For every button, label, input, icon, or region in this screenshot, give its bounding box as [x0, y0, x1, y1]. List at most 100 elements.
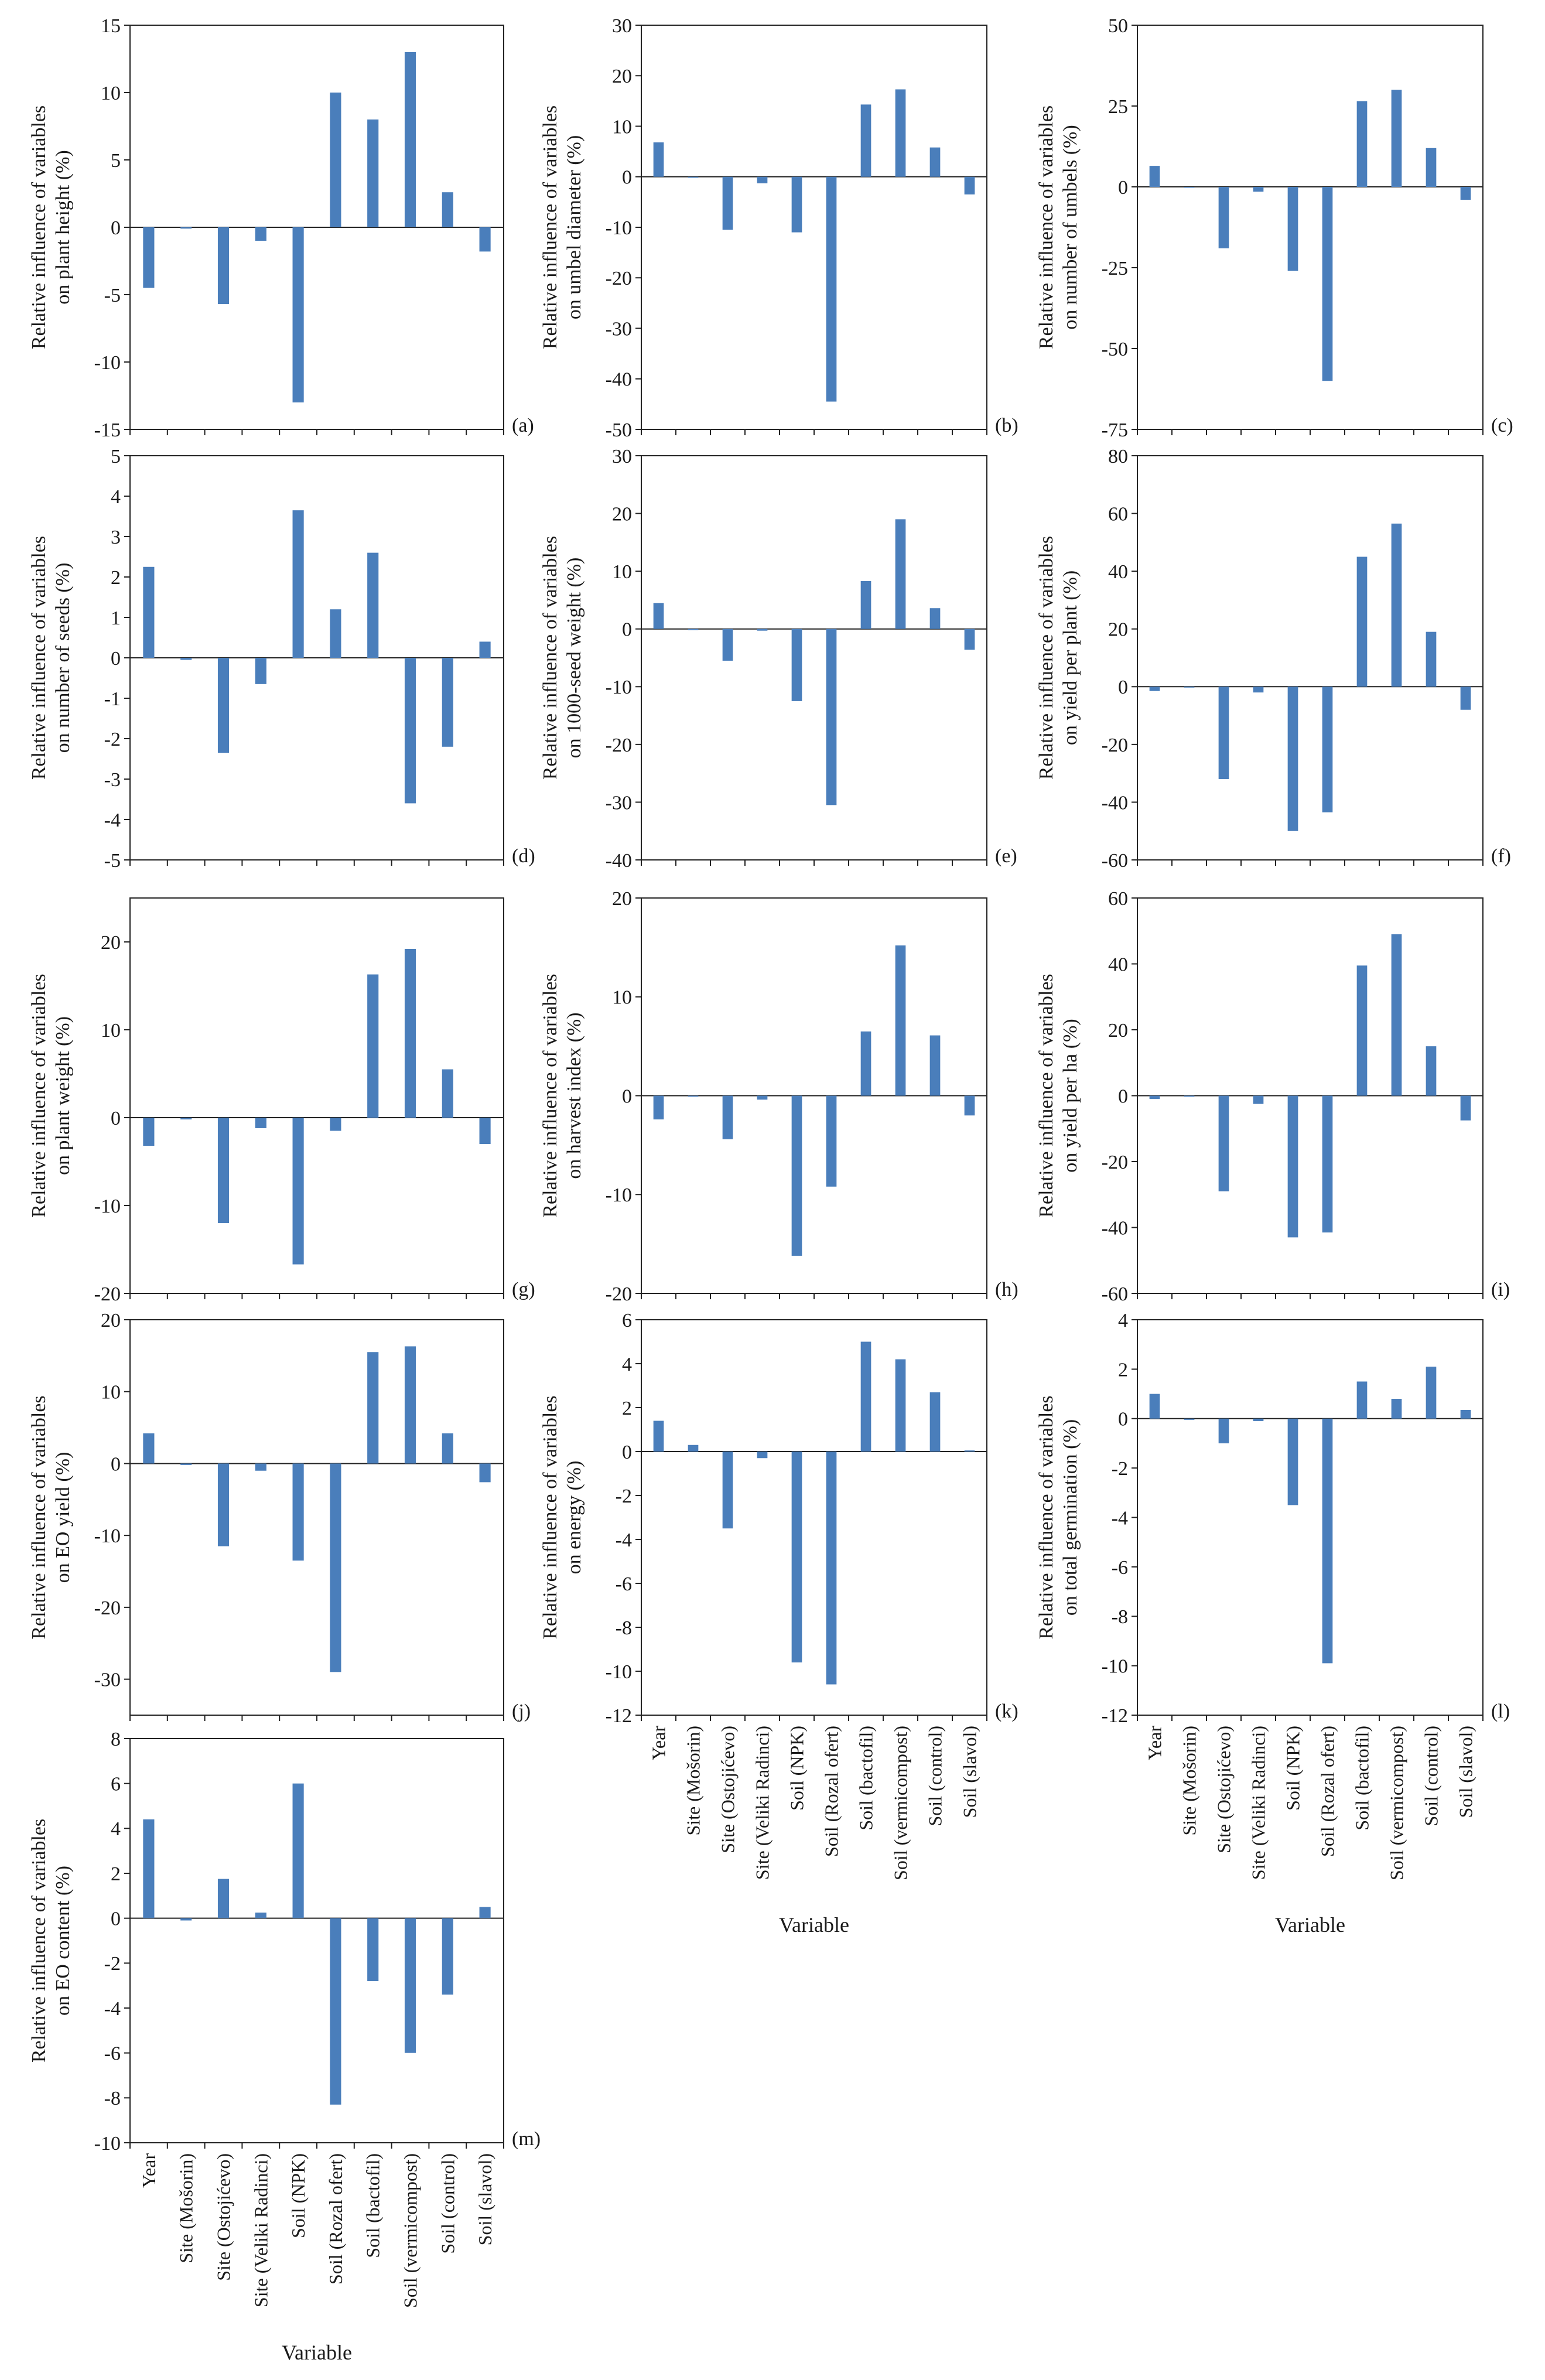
- y-tick-label: 0: [1118, 1085, 1128, 1107]
- bar-a-4: [255, 227, 266, 241]
- bar-c-5: [1287, 187, 1298, 271]
- y-tick-label: 0: [111, 648, 121, 670]
- bar-h-7: [860, 1031, 871, 1096]
- bar-b-7: [860, 104, 871, 177]
- y-tick-label: 10: [101, 1020, 121, 1042]
- bar-m-10: [479, 1907, 491, 1918]
- y-tick-label: 0: [622, 167, 632, 189]
- category-label: Soil (vermicompost): [1386, 1726, 1407, 1880]
- bar-i-2: [1184, 1095, 1195, 1097]
- bar-h-2: [688, 1095, 699, 1097]
- bar-d-8: [404, 658, 416, 804]
- category-label: Soil (bactofil): [363, 2153, 384, 2258]
- bar-i-5: [1287, 1095, 1298, 1238]
- category-label: Soil (vermicompost): [890, 1726, 911, 1880]
- y-tick-label: 0: [622, 619, 632, 641]
- category-label: Soil (control): [437, 2153, 458, 2254]
- bar-d-6: [330, 609, 341, 658]
- y-tick-label: -20: [94, 1283, 121, 1305]
- chart-panel-f: -60 -40 -20 0 20 40 60 80 Relative influence of …: [1035, 446, 1511, 872]
- y-tick-label: -10: [94, 1525, 121, 1547]
- panel-label: (b): [995, 415, 1018, 436]
- y-tick-label: 0: [1118, 677, 1128, 698]
- bar-f-2: [1184, 687, 1195, 688]
- y-tick-label: 5: [111, 150, 121, 172]
- y-tick-label: 0: [111, 1908, 121, 1930]
- bar-b-9: [929, 147, 941, 177]
- y-axis-label: Relative influence of variables on EO yie…: [28, 1395, 74, 1639]
- y-tick-label: 0: [622, 1085, 632, 1107]
- bar-c-3: [1218, 187, 1229, 248]
- y-tick-label: -4: [616, 1529, 632, 1551]
- bar-e-4: [757, 629, 768, 631]
- bar-j-9: [442, 1433, 453, 1464]
- y-tick-label: 30: [612, 15, 632, 37]
- y-tick-label: 0: [622, 1442, 632, 1463]
- x-axis-label: Variable: [1275, 1913, 1345, 1937]
- bar-d-9: [442, 658, 453, 747]
- category-label: Site (Mošorin): [176, 2153, 197, 2263]
- bar-h-10: [964, 1095, 975, 1116]
- y-axis-label: Relative influence of variables on 1000-s…: [539, 536, 585, 780]
- category-label: Soil (slavol): [959, 1726, 980, 1818]
- panel-label: (c): [1491, 415, 1513, 436]
- bar-a-7: [367, 119, 379, 227]
- y-tick-label: -20: [1102, 735, 1128, 756]
- chart-panel-b: -50 -40 -30 -20 -10 0 10 20 30 Relative influence…: [539, 15, 1018, 441]
- y-tick-label: -20: [606, 735, 632, 756]
- category-label: Soil (NPK): [787, 1726, 808, 1811]
- y-tick-label: -40: [1102, 1217, 1128, 1239]
- bar-h-9: [929, 1035, 941, 1096]
- bar-h-5: [791, 1095, 802, 1256]
- bar-l-6: [1322, 1418, 1333, 1664]
- bar-e-5: [791, 629, 802, 701]
- category-label: Site (Ostojićevo): [717, 1726, 739, 1853]
- bar-g-9: [442, 1069, 453, 1118]
- y-tick-label: -2: [104, 729, 121, 750]
- y-tick-label: -25: [1102, 258, 1128, 279]
- bar-k-6: [826, 1452, 837, 1685]
- bar-e-1: [653, 603, 664, 629]
- bar-l-9: [1426, 1367, 1437, 1419]
- bar-h-3: [722, 1095, 733, 1139]
- bar-a-6: [330, 93, 341, 227]
- y-axis-label: Relative influence of variables on number…: [1035, 105, 1081, 349]
- bar-a-9: [442, 192, 453, 227]
- bar-a-1: [143, 227, 155, 288]
- bar-f-8: [1391, 523, 1402, 687]
- bar-a-8: [404, 52, 416, 227]
- bar-i-1: [1149, 1095, 1160, 1099]
- y-tick-label: -12: [1102, 1705, 1128, 1727]
- bar-g-7: [367, 974, 379, 1118]
- category-label: Site (Veliki Radinci): [250, 2153, 271, 2307]
- category-label: Site (Mošorin): [1179, 1726, 1200, 1836]
- bar-f-1: [1149, 687, 1160, 691]
- bar-j-6: [330, 1463, 341, 1672]
- y-axis-label: Relative influence of variables on yield …: [1035, 536, 1081, 780]
- bar-b-8: [895, 89, 906, 177]
- category-label: Soil (Rozal ofert): [821, 1726, 842, 1857]
- chart-panel-h: -20 -10 0 10 20 Relative influence of variabl…: [539, 888, 1018, 1305]
- bar-l-8: [1391, 1399, 1402, 1419]
- y-tick-label: 4: [111, 486, 121, 508]
- y-tick-label: -40: [606, 369, 632, 391]
- y-tick-label: -2: [1112, 1458, 1128, 1480]
- y-tick-label: -10: [606, 1184, 632, 1206]
- y-tick-label: 10: [612, 987, 632, 1009]
- y-tick-label: -8: [104, 2088, 121, 2109]
- y-tick-label: 25: [1108, 96, 1128, 118]
- chart-panel-l: -12 -10 -8 -6 -4 -2 0 2 4 Relative influence of v…: [1035, 1310, 1510, 1937]
- category-label: Soil (NPK): [1283, 1726, 1304, 1811]
- bar-a-3: [217, 227, 230, 305]
- y-tick-label: 20: [1108, 619, 1128, 641]
- bar-e-8: [895, 519, 906, 629]
- y-tick-label: 50: [1108, 15, 1128, 37]
- y-tick-label: -6: [104, 2043, 121, 2065]
- y-tick-label: 60: [1108, 503, 1128, 525]
- y-tick-label: -30: [606, 318, 632, 340]
- bar-d-7: [367, 552, 379, 658]
- bar-c-7: [1356, 101, 1368, 187]
- panel-label: (l): [1491, 1701, 1510, 1722]
- y-tick-label: 20: [101, 1310, 121, 1331]
